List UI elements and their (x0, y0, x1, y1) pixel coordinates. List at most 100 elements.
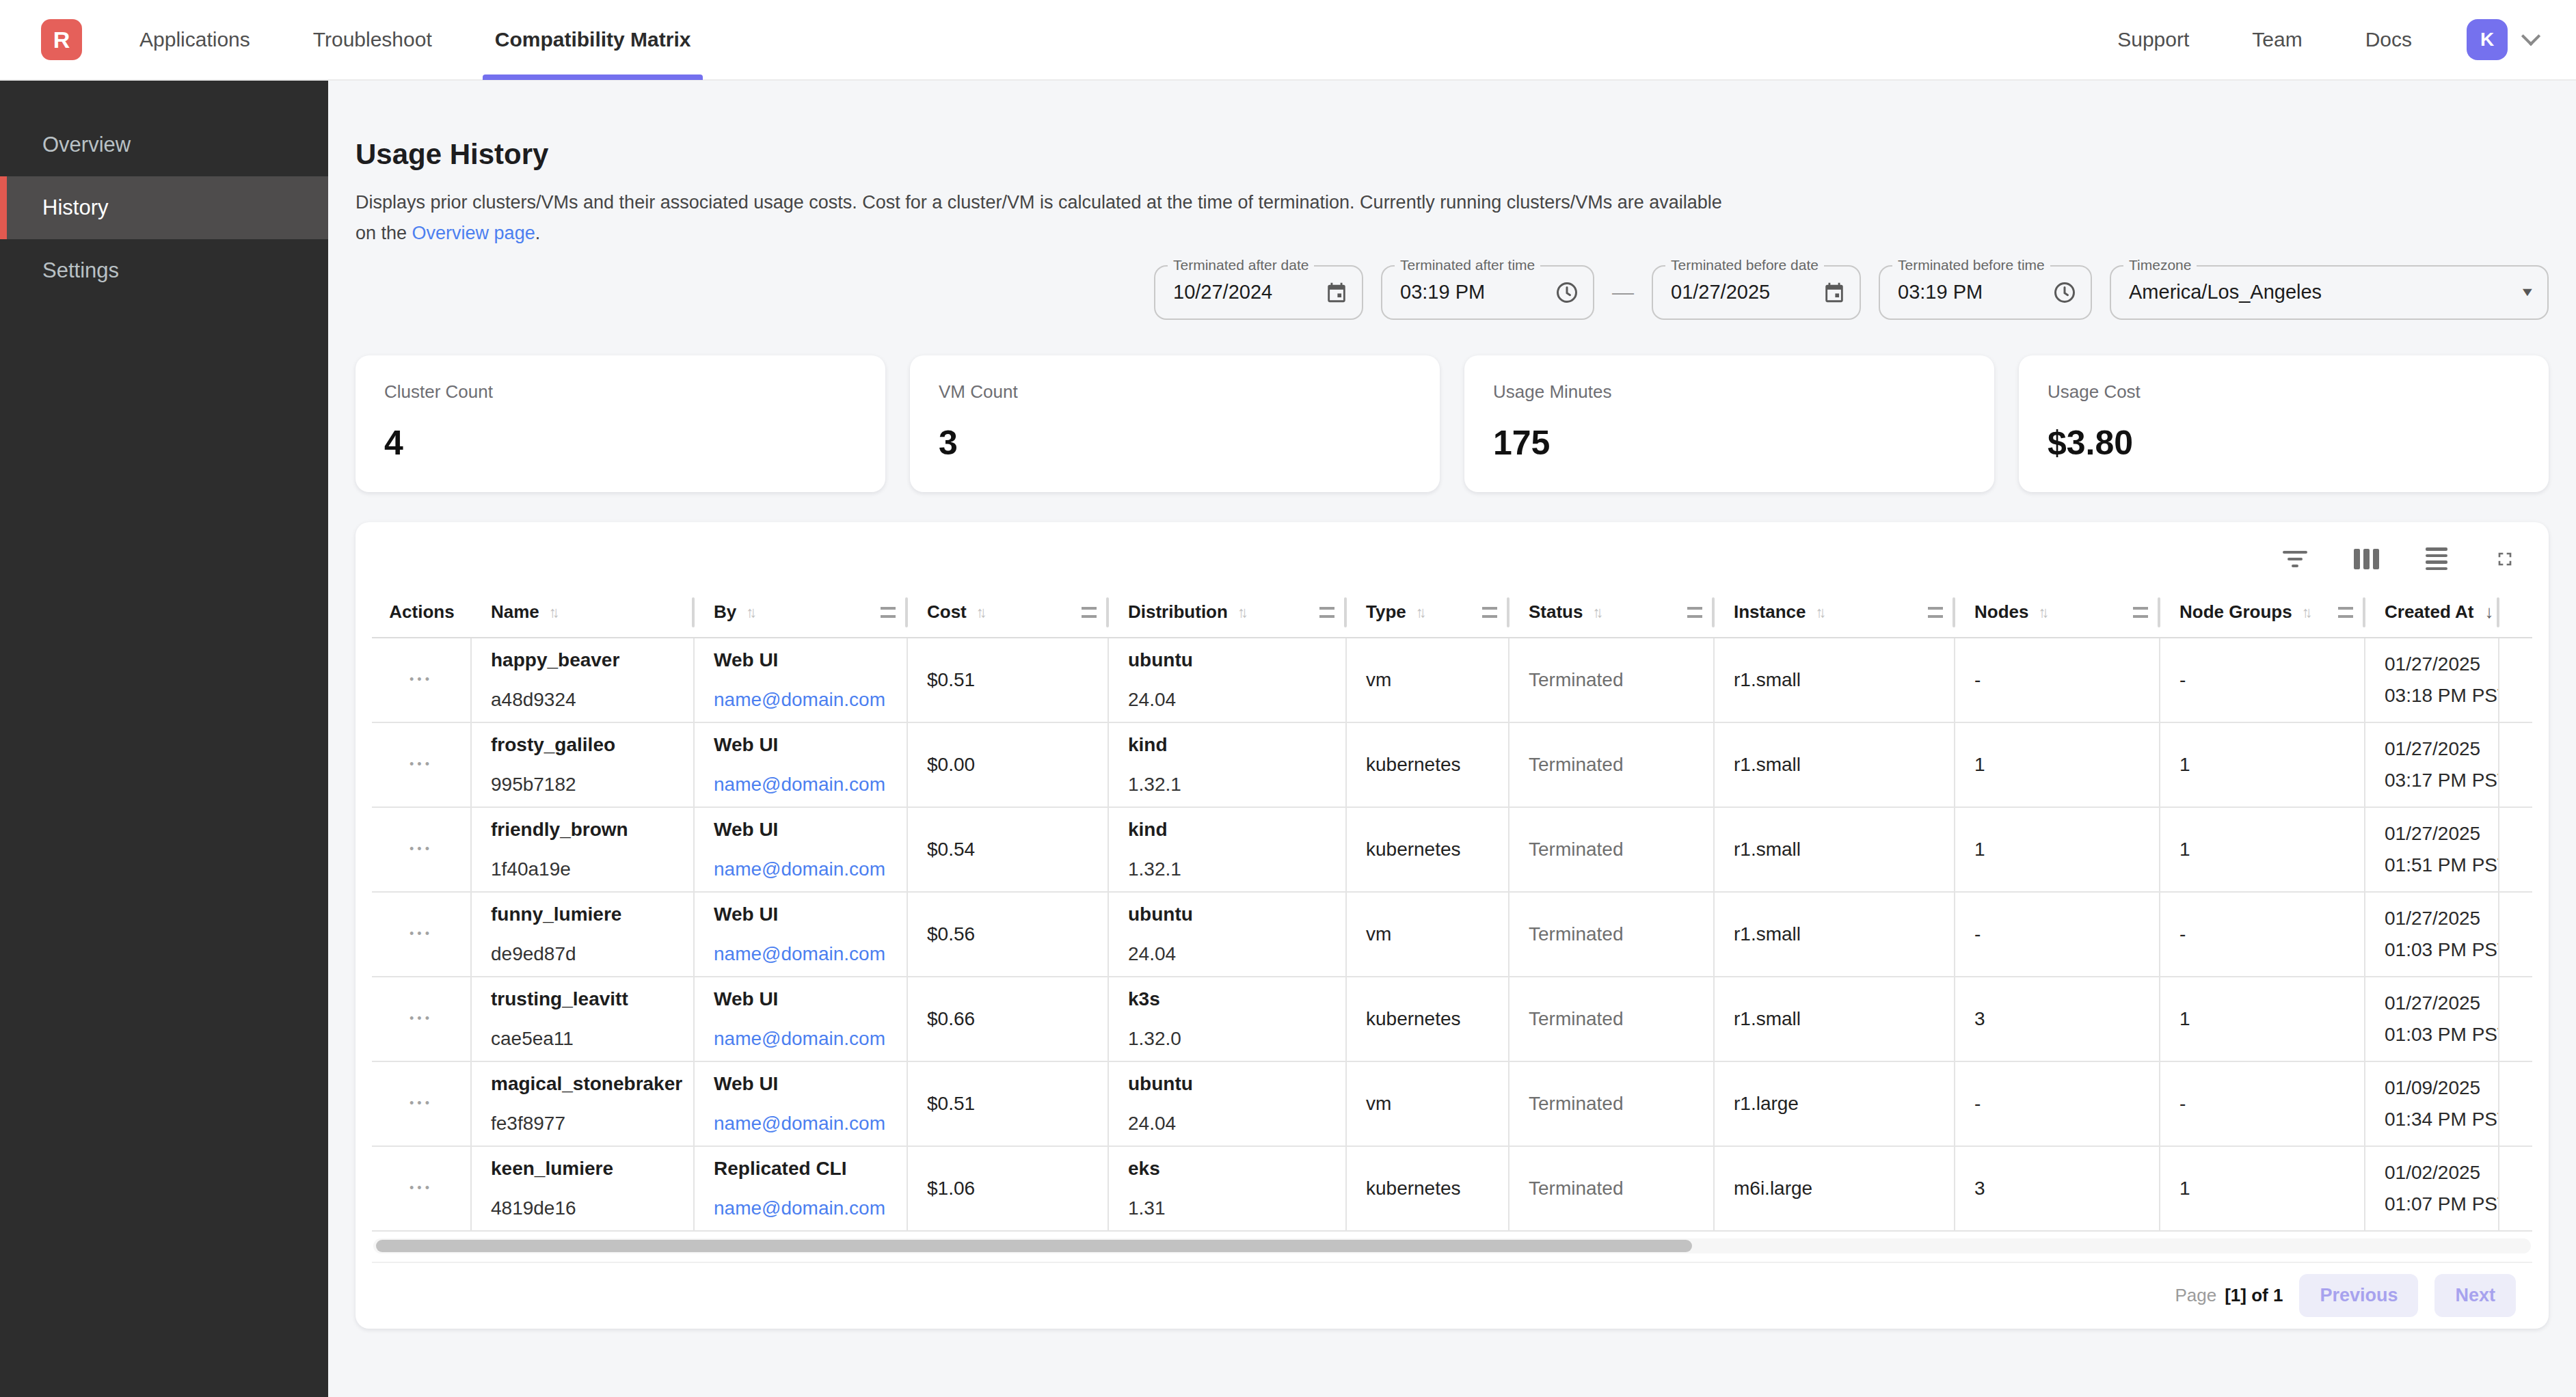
filter-icon[interactable] (2277, 545, 2313, 573)
status-value: Terminated (1529, 923, 1700, 945)
column-menu-icon[interactable] (1482, 607, 1497, 618)
horizontal-scrollbar-thumb[interactable] (376, 1240, 1692, 1252)
clock-icon[interactable] (1555, 280, 1579, 305)
column-header-cost[interactable]: Cost ↑↓ (908, 588, 1109, 637)
created-time: 03:18 PM PST (2385, 685, 2484, 707)
sort-desc-icon[interactable]: ↓ (2485, 601, 2494, 623)
nav-item-support[interactable]: Support (2117, 0, 2189, 80)
email-link[interactable]: name@domain.com (714, 689, 893, 711)
clock-icon[interactable] (2052, 280, 2077, 305)
row-actions-button[interactable]: ••• (401, 1003, 441, 1034)
column-menu-icon[interactable] (1687, 607, 1702, 618)
nav-item-compatibility-matrix[interactable]: Compatibility Matrix (495, 0, 691, 80)
column-header-instance[interactable]: Instance ↑↓ (1715, 588, 1955, 637)
row-actions-button[interactable]: ••• (401, 749, 441, 780)
column-header-status[interactable]: Status ↑↓ (1510, 588, 1715, 637)
row-actions-button[interactable]: ••• (401, 664, 441, 695)
sort-icon[interactable]: ↑↓ (2038, 603, 2049, 621)
column-menu-icon[interactable] (2338, 607, 2353, 618)
row-actions-button[interactable]: ••• (401, 834, 441, 865)
fullscreen-icon[interactable] (2488, 543, 2521, 575)
column-menu-icon[interactable] (2133, 607, 2148, 618)
sort-icon[interactable]: ↑↓ (1816, 603, 1827, 621)
sort-icon[interactable]: ↑↓ (746, 603, 757, 621)
column-header-node-groups[interactable]: Node Groups ↑↓ (2160, 588, 2365, 637)
nav-item-docs[interactable]: Docs (2365, 0, 2412, 80)
nav-right: Support Team Docs K (2054, 0, 2538, 80)
stat-value: 3 (939, 423, 1411, 463)
row-actions-button[interactable]: ••• (401, 1173, 441, 1204)
nav-item-applications[interactable]: Applications (139, 0, 250, 80)
by-cell: Web UI name@domain.com (695, 893, 908, 976)
column-header-distribution[interactable]: Distribution ↑↓ (1109, 588, 1347, 637)
next-page-button[interactable]: Next (2434, 1274, 2516, 1317)
column-header-nodes[interactable]: Nodes ↑↓ (1955, 588, 2160, 637)
timezone-select[interactable]: Timezone America/Los_Angeles ▼ (2110, 265, 2549, 320)
sort-icon[interactable]: ↑↓ (1592, 603, 1603, 621)
email-link[interactable]: name@domain.com (714, 1197, 893, 1219)
column-label: Node Groups (2179, 601, 2292, 623)
cluster-name: happy_beaver (491, 649, 680, 671)
horizontal-scrollbar-track[interactable] (373, 1238, 2531, 1253)
field-value: 01/27/2025 (1671, 281, 1823, 303)
field-value: 03:19 PM (1898, 281, 2052, 303)
stat-card-vm-count: VM Count 3 (910, 355, 1440, 492)
distribution-cell: ubuntu 24.04 (1109, 893, 1347, 976)
sort-icon[interactable]: ↑↓ (1237, 603, 1248, 621)
nav-item-troubleshoot[interactable]: Troubleshoot (313, 0, 432, 80)
calendar-icon[interactable] (1823, 281, 1846, 304)
brand-logo[interactable]: R (41, 19, 82, 60)
email-link[interactable]: name@domain.com (714, 858, 893, 880)
row-actions-button[interactable]: ••• (401, 919, 441, 949)
table-body: ••• happy_beaver a48d9324 Web UI name@do… (372, 638, 2532, 1232)
cost-cell: $0.66 (908, 977, 1109, 1061)
column-header-actions: Actions (372, 588, 472, 637)
calendar-icon[interactable] (1325, 281, 1348, 304)
column-menu-icon[interactable] (881, 607, 896, 618)
dropdown-arrow-icon[interactable]: ▼ (2519, 285, 2535, 299)
status-value: Terminated (1529, 1008, 1700, 1030)
column-header-type[interactable]: Type ↑↓ (1347, 588, 1510, 637)
density-icon[interactable] (2420, 542, 2453, 575)
actions-cell: ••• (372, 723, 472, 806)
sort-icon[interactable]: ↑↓ (549, 603, 560, 621)
chevron-down-icon[interactable] (2521, 27, 2540, 46)
email-link[interactable]: name@domain.com (714, 943, 893, 965)
columns-icon[interactable] (2348, 543, 2385, 575)
terminated-before-time-field[interactable]: Terminated before time 03:19 PM (1879, 265, 2092, 320)
column-menu-icon[interactable] (1928, 607, 1943, 618)
status-cell: Terminated (1510, 1147, 1715, 1230)
column-label: Actions (389, 601, 454, 623)
terminated-after-date-field[interactable]: Terminated after date 10/27/2024 (1154, 265, 1363, 320)
sidebar-item-overview[interactable]: Overview (0, 113, 328, 176)
previous-page-button[interactable]: Previous (2299, 1274, 2418, 1317)
row-actions-button[interactable]: ••• (401, 1088, 441, 1119)
table-toolbar (372, 530, 2532, 588)
sort-icon[interactable]: ↑↓ (2302, 603, 2313, 621)
by-cell: Web UI name@domain.com (695, 977, 908, 1061)
column-header-by[interactable]: By ↑↓ (695, 588, 908, 637)
cluster-name: keen_lumiere (491, 1158, 680, 1180)
email-link[interactable]: name@domain.com (714, 1028, 893, 1050)
email-link[interactable]: name@domain.com (714, 1113, 893, 1135)
instance-cell: r1.large (1715, 1062, 1955, 1145)
column-header-filler (2499, 588, 2532, 637)
sort-icon[interactable]: ↑↓ (1416, 603, 1427, 621)
column-header-created-at[interactable]: Created At ↓ (2365, 588, 2499, 637)
sort-icon[interactable]: ↑↓ (976, 603, 987, 621)
nodes-value: - (1974, 1093, 2145, 1115)
terminated-after-time-field[interactable]: Terminated after time 03:19 PM (1381, 265, 1594, 320)
nav-item-team[interactable]: Team (2252, 0, 2302, 80)
distribution-name: ubuntu (1128, 1073, 1332, 1095)
user-avatar[interactable]: K (2467, 19, 2508, 60)
column-header-name[interactable]: Name ↑↓ (472, 588, 695, 637)
column-menu-icon[interactable] (1319, 607, 1334, 618)
column-menu-icon[interactable] (1082, 607, 1097, 618)
overview-page-link[interactable]: Overview page (412, 223, 535, 243)
column-label: Type (1366, 601, 1406, 623)
email-link[interactable]: name@domain.com (714, 774, 893, 796)
sidebar-item-settings[interactable]: Settings (0, 239, 328, 302)
sidebar-item-history[interactable]: History (0, 176, 328, 239)
terminated-before-date-field[interactable]: Terminated before date 01/27/2025 (1652, 265, 1861, 320)
usage-table-card: Actions Name ↑↓ By ↑↓ Cost ↑↓ (355, 522, 2549, 1329)
